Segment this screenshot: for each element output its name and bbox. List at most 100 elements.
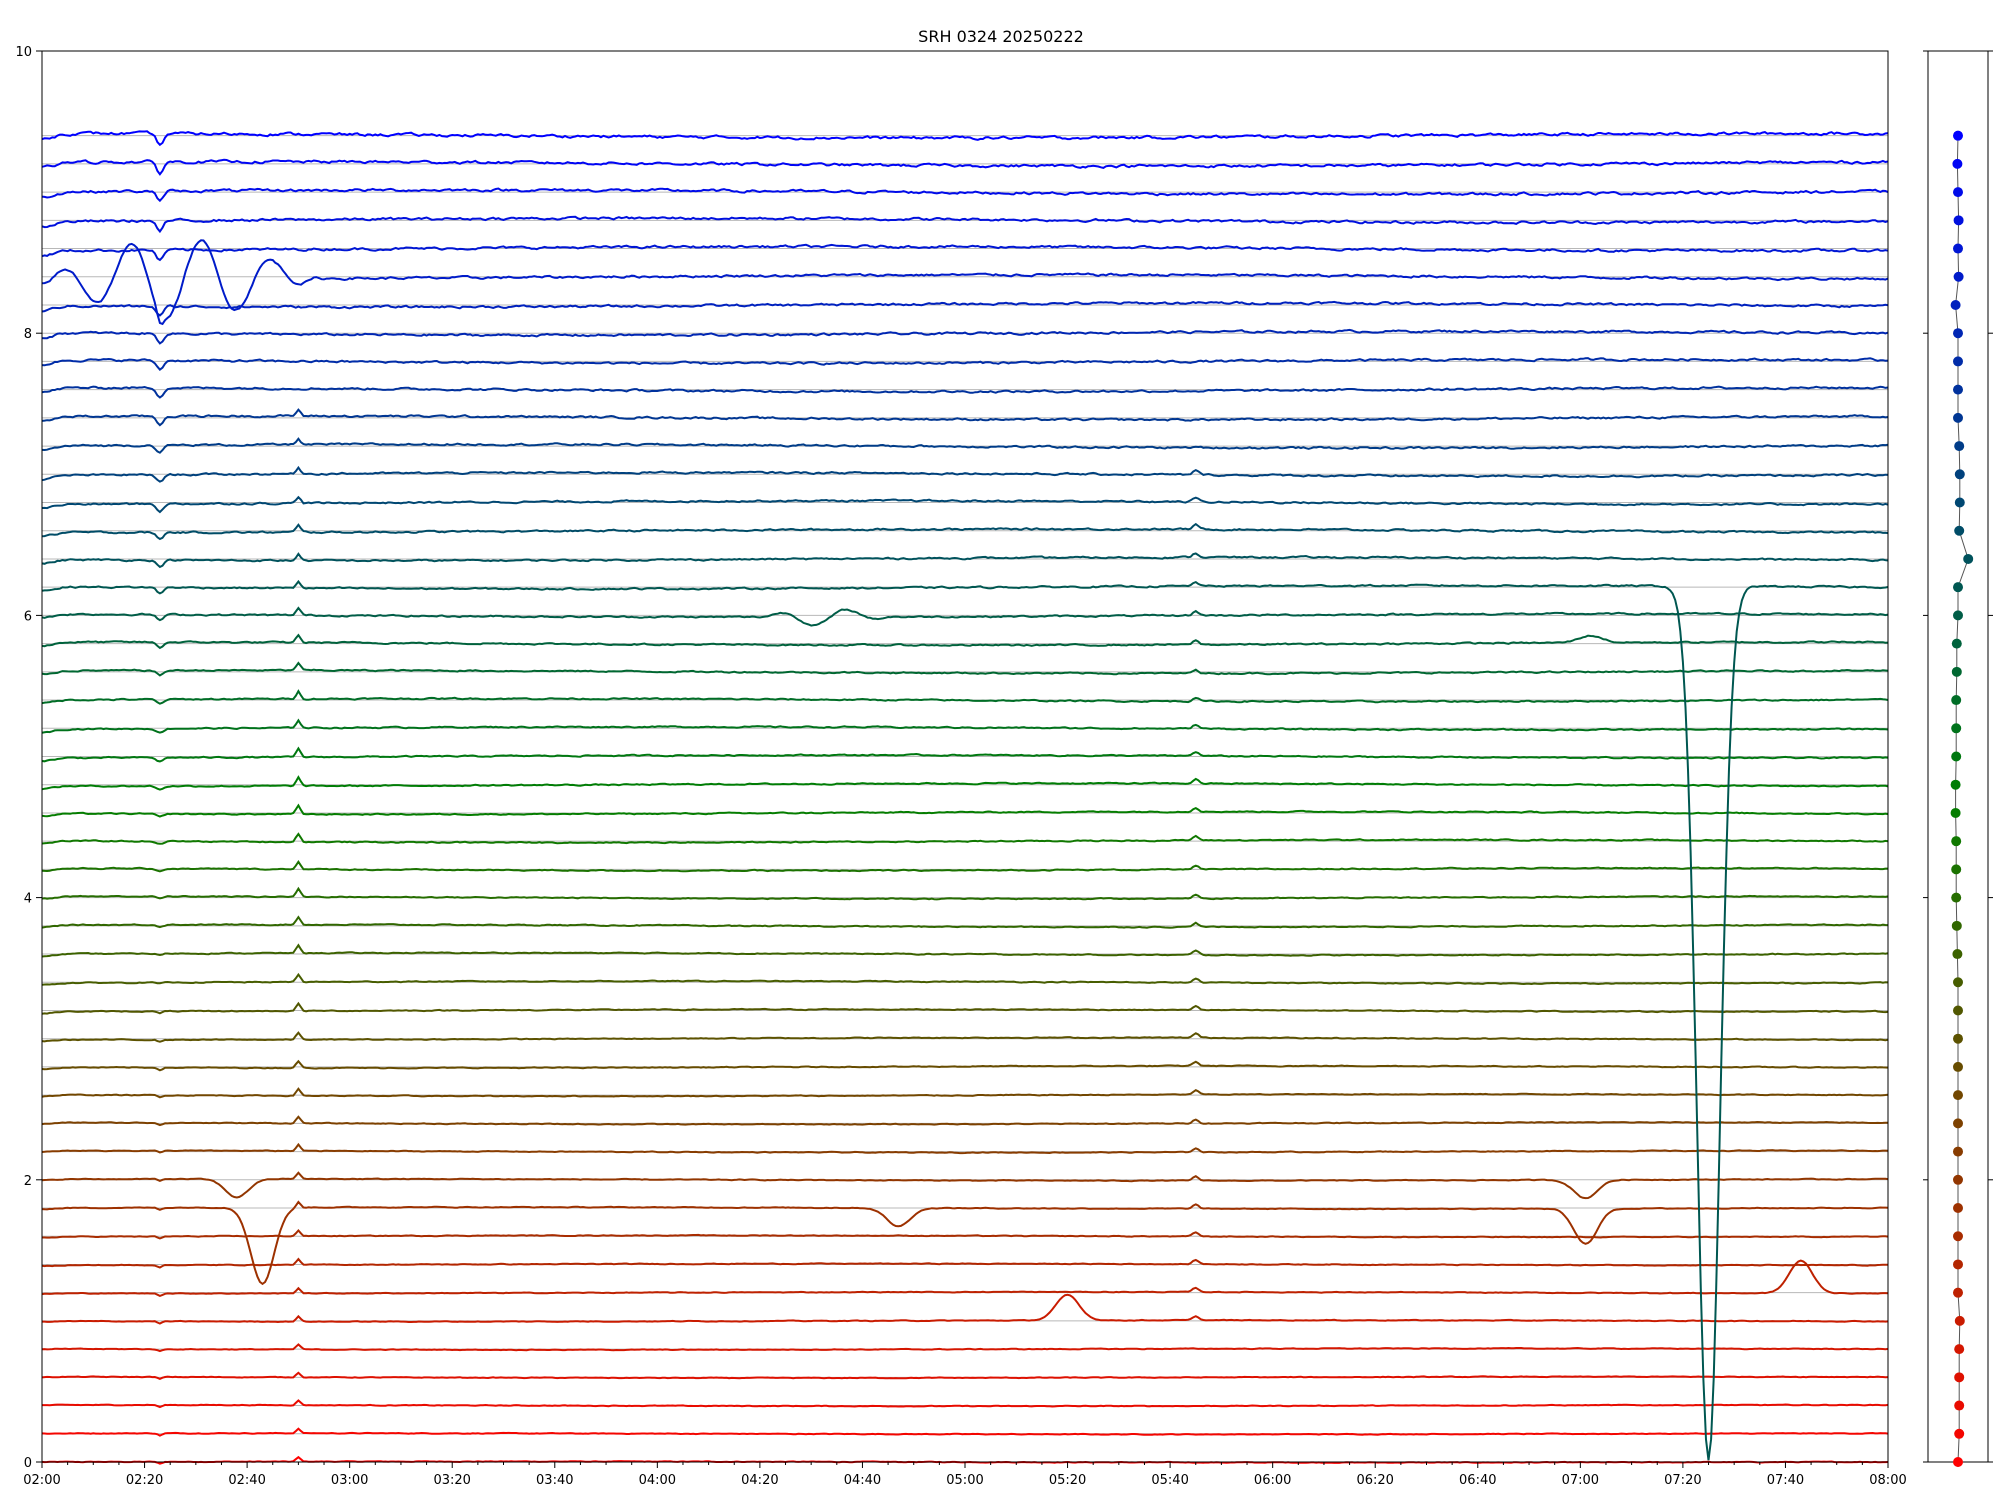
x-tick-label-18: 08:00 — [1869, 1473, 1906, 1488]
y-tick-label-3: 6 — [24, 609, 32, 624]
offset-marker-11 — [1953, 1146, 1963, 1157]
series-line-2 — [42, 1399, 1889, 1409]
series-line-18 — [41, 943, 1889, 958]
series-line-5 — [42, 1293, 1889, 1325]
series-line-3 — [41, 1371, 1889, 1380]
series-line-33 — [41, 522, 1889, 541]
x-tick-label-11: 05:40 — [1151, 1473, 1188, 1488]
series-line-26 — [41, 718, 1889, 734]
y-tick-label-2: 4 — [24, 892, 32, 907]
x-tick-label-12: 06:00 — [1254, 1473, 1291, 1488]
x-tick-label-0: 02:00 — [23, 1473, 60, 1488]
offset-marker-34 — [1954, 497, 1965, 508]
offset-marker-22 — [1951, 836, 1962, 847]
series-line-19 — [41, 915, 1889, 929]
offset-marker-17 — [1953, 977, 1963, 988]
series-line-34 — [41, 495, 1889, 514]
offset-marker-16 — [1953, 1005, 1963, 1016]
offset-marker-30 — [1953, 610, 1963, 621]
series-line-14 — [41, 1059, 1889, 1072]
series-line-8 — [42, 1229, 1889, 1240]
series-line-43 — [41, 243, 1889, 262]
series-line-23 — [41, 803, 1889, 818]
series-line-4 — [41, 1343, 1889, 1353]
channel-offset-panel — [1923, 50, 1993, 1467]
offset-marker-29 — [1951, 638, 1962, 649]
series-line-42 — [41, 239, 1889, 326]
series-line-46 — [41, 158, 1889, 176]
series-line-16 — [41, 1001, 1889, 1015]
series-line-22 — [41, 832, 1889, 845]
series-line-13 — [41, 1087, 1889, 1099]
series-line-47 — [41, 130, 1889, 147]
series-line-24 — [41, 775, 1889, 791]
offset-marker-31 — [1953, 582, 1963, 593]
offset-marker-28 — [1951, 666, 1962, 677]
main-plot-area: 02:00 02:20 02:40 03:00 03:20 03:40 04:00 04:20… — [15, 45, 1906, 1488]
offset-marker-41 — [1950, 299, 1961, 310]
series-line-41 — [41, 300, 1889, 317]
offset-marker-13 — [1953, 1090, 1963, 1101]
offset-marker-15 — [1953, 1033, 1963, 1044]
series-line-40 — [41, 328, 1889, 345]
series-line-37 — [41, 408, 1889, 427]
x-tick-label-5: 03:40 — [536, 1473, 573, 1488]
offset-marker-23 — [1950, 807, 1961, 818]
offset-marker-12 — [1953, 1118, 1963, 1129]
series-line-29 — [41, 633, 1889, 650]
x-tick-label-17: 07:40 — [1767, 1473, 1804, 1488]
series-line-10 — [41, 1171, 1889, 1200]
offset-marker-47 — [1953, 130, 1963, 141]
series-line-15 — [41, 1031, 1889, 1043]
offset-marker-27 — [1951, 695, 1962, 706]
offset-marker-40 — [1953, 328, 1963, 339]
y-tick-label-1: 2 — [24, 1174, 32, 1189]
offset-marker-1 — [1954, 1428, 1965, 1439]
y-tick-label-4: 8 — [24, 327, 32, 342]
y-tick-label-5: 10 — [15, 45, 32, 60]
series-line-32 — [41, 552, 1889, 569]
x-tick-label-6: 04:00 — [639, 1473, 676, 1488]
offset-marker-46 — [1952, 158, 1963, 169]
x-tick-label-2: 02:40 — [228, 1473, 265, 1488]
offset-marker-32 — [1963, 553, 1974, 564]
offset-marker-0 — [1953, 1457, 1963, 1467]
offset-marker-37 — [1953, 412, 1963, 423]
offset-marker-33 — [1954, 525, 1965, 536]
offset-marker-21 — [1951, 864, 1962, 875]
offset-marker-18 — [1952, 949, 1963, 960]
series-line-9 — [41, 1200, 1889, 1286]
series-line-1 — [41, 1427, 1889, 1437]
series-line-38 — [41, 385, 1889, 399]
offset-marker-10 — [1953, 1174, 1963, 1185]
series-line-31 — [41, 579, 1889, 1461]
x-tick-label-3: 03:00 — [331, 1473, 368, 1488]
x-tick-label-13: 06:20 — [1356, 1473, 1393, 1488]
offset-marker-19 — [1951, 920, 1962, 931]
offset-marker-20 — [1951, 892, 1962, 903]
chart-title: SRH 0324 20250222 — [918, 27, 1084, 46]
series-line-35 — [41, 465, 1889, 483]
x-tick-label-16: 07:20 — [1664, 1473, 1701, 1488]
y-tick-label-0: 0 — [24, 1456, 32, 1471]
x-tick-label-8: 04:40 — [844, 1473, 881, 1488]
offset-marker-8 — [1953, 1231, 1963, 1242]
offset-marker-9 — [1953, 1203, 1963, 1214]
series-line-6 — [41, 1259, 1889, 1297]
offset-marker-43 — [1953, 243, 1963, 254]
series-line-30 — [41, 606, 1889, 627]
series-line-28 — [41, 661, 1889, 677]
offset-marker-7 — [1953, 1259, 1963, 1270]
offset-marker-4 — [1954, 1344, 1965, 1355]
x-tick-label-9: 05:00 — [946, 1473, 983, 1488]
series-line-45 — [41, 187, 1889, 203]
series-line-20 — [41, 886, 1889, 901]
series-line-7 — [41, 1257, 1888, 1269]
series-line-17 — [41, 972, 1889, 986]
offset-marker-3 — [1954, 1372, 1965, 1383]
x-tick-label-15: 07:00 — [1562, 1473, 1599, 1488]
x-tick-label-4: 03:20 — [433, 1473, 470, 1488]
offset-marker-42 — [1953, 271, 1964, 282]
series-line-36 — [41, 437, 1889, 454]
